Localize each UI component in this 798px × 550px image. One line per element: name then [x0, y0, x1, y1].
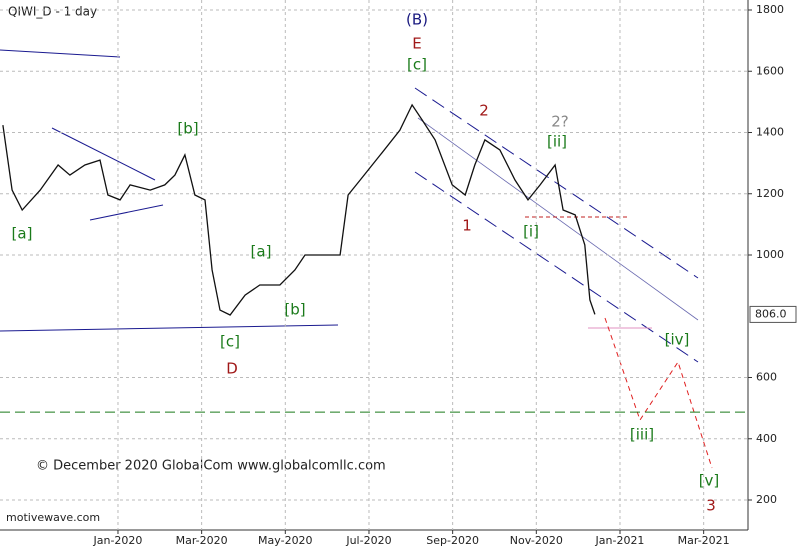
- channel-line: [414, 171, 699, 363]
- wave-label: 1: [462, 217, 472, 235]
- x-tick-label: Jan-2021: [595, 534, 645, 547]
- trendline: [0, 324, 339, 332]
- wave-label: [b]: [177, 120, 198, 138]
- price-marker-label: 806.0: [755, 307, 787, 320]
- wave-label: (B): [406, 11, 428, 29]
- wave-label: [iii]: [630, 426, 654, 444]
- wave-label: [a]: [12, 225, 33, 243]
- x-tick-label: Jan-2020: [93, 534, 143, 547]
- wave-label: D: [226, 360, 238, 378]
- x-tick-label: Nov-2020: [510, 534, 563, 547]
- wave-label: [ii]: [547, 133, 567, 151]
- y-tick-label: 1200: [756, 187, 784, 200]
- wave-label: [i]: [523, 223, 539, 241]
- wave-label: 2?: [551, 113, 569, 131]
- x-tick-label: Sep-2020: [426, 534, 479, 547]
- wave-label: [iv]: [665, 331, 690, 349]
- y-tick-label: 1400: [756, 126, 784, 139]
- x-tick-label: May-2020: [258, 534, 313, 547]
- watermark: motivewave.com: [6, 511, 100, 524]
- y-tick-label: 200: [756, 493, 777, 506]
- price-line: [2, 103, 596, 316]
- y-tick-label: 1600: [756, 64, 784, 77]
- copyright: © December 2020 GlobalCom www.globalcoml…: [36, 459, 386, 474]
- price-marker: [749, 305, 797, 323]
- y-tick-label: 600: [756, 371, 777, 384]
- wave-label: 3: [706, 497, 716, 515]
- trendline: [0, 49, 121, 58]
- drawing-tools: [0, 49, 713, 469]
- channel-mid: [417, 117, 699, 321]
- wave-label: [c]: [407, 56, 427, 74]
- trendline: [89, 204, 164, 221]
- wave-label: 2: [479, 102, 489, 120]
- x-tick-label: Mar-2020: [176, 534, 228, 547]
- chart-title: QIWI_D - 1 day: [8, 5, 97, 19]
- wave-label: E: [412, 35, 421, 53]
- wave-label: [v]: [699, 472, 720, 490]
- y-tick-label: 1800: [756, 3, 784, 16]
- y-tick-label: 1000: [756, 248, 784, 261]
- channel-line: [414, 87, 699, 279]
- wave-label: [b]: [284, 301, 305, 319]
- x-tick-label: Jul-2020: [345, 534, 391, 547]
- y-tick-label: 400: [756, 432, 777, 445]
- wave-label: [c]: [220, 333, 240, 351]
- wave-label: [a]: [251, 243, 272, 261]
- trendline: [51, 127, 156, 181]
- x-tick-label: Mar-2021: [678, 534, 730, 547]
